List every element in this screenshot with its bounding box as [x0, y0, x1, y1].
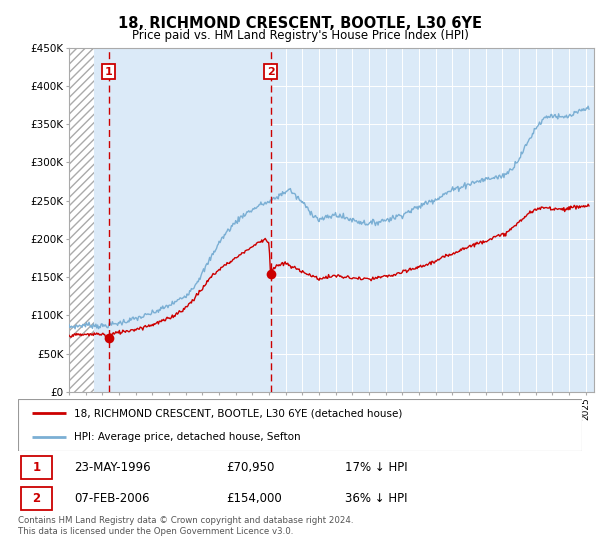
Text: 2: 2 [32, 492, 41, 505]
Text: 2: 2 [266, 67, 274, 77]
Text: 18, RICHMOND CRESCENT, BOOTLE, L30 6YE (detached house): 18, RICHMOND CRESCENT, BOOTLE, L30 6YE (… [74, 408, 403, 418]
Text: 07-FEB-2006: 07-FEB-2006 [74, 492, 150, 505]
Text: £154,000: £154,000 [227, 492, 283, 505]
FancyBboxPatch shape [21, 487, 52, 510]
FancyBboxPatch shape [18, 399, 582, 451]
FancyBboxPatch shape [21, 456, 52, 479]
Text: Price paid vs. HM Land Registry's House Price Index (HPI): Price paid vs. HM Land Registry's House … [131, 29, 469, 42]
Text: 18, RICHMOND CRESCENT, BOOTLE, L30 6YE: 18, RICHMOND CRESCENT, BOOTLE, L30 6YE [118, 16, 482, 31]
Text: 17% ↓ HPI: 17% ↓ HPI [345, 461, 408, 474]
Text: 1: 1 [32, 461, 41, 474]
Text: 36% ↓ HPI: 36% ↓ HPI [345, 492, 407, 505]
Text: 23-MAY-1996: 23-MAY-1996 [74, 461, 151, 474]
Text: HPI: Average price, detached house, Sefton: HPI: Average price, detached house, Seft… [74, 432, 301, 442]
Text: 1: 1 [105, 67, 113, 77]
Bar [94, 48, 271, 392]
Text: £70,950: £70,950 [227, 461, 275, 474]
Text: Contains HM Land Registry data © Crown copyright and database right 2024.
This d: Contains HM Land Registry data © Crown c… [18, 516, 353, 536]
Bar [69, 48, 94, 392]
